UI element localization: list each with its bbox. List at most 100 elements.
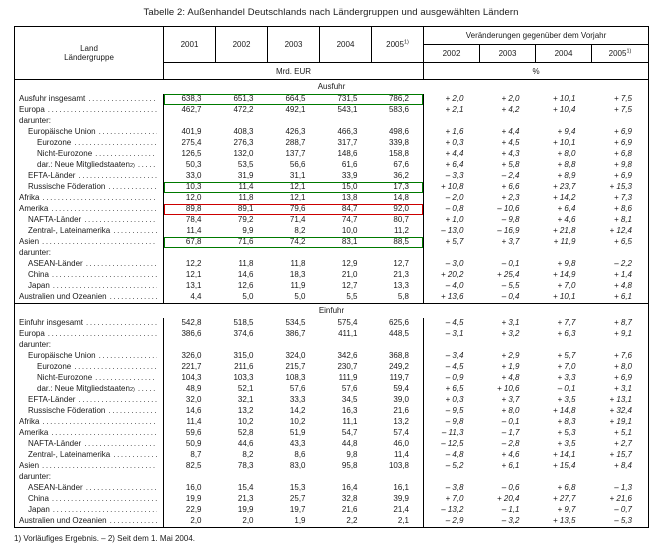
change-cell: + 8,7 — [613, 318, 632, 328]
stub-header: Land Ländergruppe — [14, 26, 164, 80]
value-cell: 12,9 — [341, 259, 358, 269]
dot-leader: ........................................… — [98, 351, 157, 361]
value-cell: 386,7 — [285, 329, 306, 339]
value-cell: 14,6 — [237, 270, 254, 280]
dot-leader: ........................................… — [95, 373, 157, 383]
table-row: Europa..................................… — [14, 105, 649, 116]
dot-leader: ........................................… — [47, 105, 157, 115]
value-cell: 12,7 — [393, 259, 409, 269]
row-label: ASEAN-Länder — [28, 483, 83, 493]
dot-leader: ........................................… — [108, 406, 157, 416]
value-cell: 11,4 — [394, 450, 409, 460]
dot-leader: ........................................… — [86, 318, 157, 328]
value-cell: 33,3 — [289, 395, 306, 405]
table-row: Australien und Ozeanien.................… — [14, 516, 649, 528]
value-cell: 83,0 — [289, 461, 306, 471]
change-cell: + 11,9 — [553, 237, 576, 247]
value-cell: 71,4 — [289, 215, 306, 225]
value-cell: 14,8 — [393, 193, 409, 203]
value-cell — [320, 340, 372, 351]
value-cell: 11,4 — [186, 417, 202, 427]
change-cell: + 4,3 — [501, 149, 520, 159]
change-cell: – 4,5 — [423, 362, 480, 373]
change-cell: + 2,9 — [501, 351, 520, 361]
table-row: Asien...................................… — [14, 237, 649, 248]
value-cell: 158,8 — [388, 149, 409, 159]
change-cell: + 9,7 — [557, 505, 576, 515]
table-row: darunter: — [14, 472, 649, 483]
change-cell: + 23,7 — [553, 182, 576, 192]
change-cell: + 4,5 — [501, 138, 520, 148]
change-cell: + 4,4 — [423, 149, 480, 160]
value-cell — [268, 340, 320, 351]
value-cell: 16,3 — [341, 406, 358, 416]
value-cell: 5,8 — [397, 292, 409, 302]
change-cell: + 6,3 — [557, 329, 576, 339]
value-year-header: 2003 — [267, 26, 320, 63]
value-cell: 11,4 — [216, 182, 268, 193]
value-cell: 625,6 — [388, 318, 409, 328]
change-cell: – 1,3 — [614, 483, 632, 493]
table-row: EFTA-Länder.............................… — [14, 395, 649, 406]
row-label-cell: Zentral-, Lateinamerika.................… — [14, 226, 164, 237]
change-cell: + 32,4 — [609, 406, 632, 416]
value-cell: 731,5 — [320, 94, 372, 105]
section-title: Einfuhr — [14, 303, 649, 318]
value-cell: 462,7 — [181, 105, 202, 115]
value-cell: 466,3 — [337, 127, 358, 137]
value-cell: 56,6 — [289, 160, 306, 170]
change-unit-header: % — [423, 62, 649, 80]
change-cell: + 6,9 — [613, 127, 632, 137]
value-cell: 276,3 — [233, 138, 254, 148]
value-cell: 15,0 — [320, 182, 372, 193]
table-row: Europa..................................… — [14, 329, 649, 340]
value-cell: 33,0 — [185, 171, 202, 181]
change-cell: – 0,8 — [423, 204, 480, 215]
value-cell: 651,3 — [216, 94, 268, 105]
row-label: Europäische Union — [28, 127, 96, 137]
change-cell: + 6,1 — [613, 292, 632, 302]
table-row: EFTA-Länder.............................… — [14, 171, 649, 182]
change-cell: + 7,0 — [557, 362, 576, 372]
row-label-cell: Australien und Ozeanien.................… — [14, 292, 164, 304]
change-cell: + 9,1 — [613, 329, 632, 339]
row-label: dar.: Neue Mitgliedstaaten — [37, 160, 130, 170]
value-cell: 61,6 — [341, 160, 358, 170]
table-row: Afrika..................................… — [14, 417, 649, 428]
stub-line1: Land — [80, 44, 98, 53]
value-cell: 50,3 — [185, 160, 202, 170]
change-cell: + 7,0 — [423, 494, 480, 505]
value-cell — [320, 248, 372, 259]
value-cell: 11,8 — [238, 193, 254, 203]
table-row: Nicht-Eurozone..........................… — [14, 149, 649, 160]
value-cell: 88,5 — [372, 237, 424, 248]
change-cell: + 3,7 — [501, 237, 520, 247]
change-cell: – 1,1 — [501, 505, 520, 515]
value-cell: 8,7 — [190, 450, 202, 460]
change-cell: + 6,5 — [423, 384, 480, 395]
value-cell: 12,1 — [289, 193, 306, 203]
table-row: Russische Föderation....................… — [14, 406, 649, 417]
change-cell: + 2,0 — [501, 94, 520, 104]
change-cell — [536, 248, 592, 259]
value-cell: 36,2 — [393, 171, 409, 181]
change-cell: – 3,8 — [423, 483, 480, 494]
value-cell: 44,8 — [341, 439, 358, 449]
value-cell: 583,6 — [388, 105, 409, 115]
row-label: EFTA-Länder — [28, 171, 76, 181]
footnote: 1) Vorläufiges Ergebnis. – 2) Seit dem 1… — [14, 534, 195, 543]
value-cell: 71,6 — [216, 237, 268, 248]
value-cell: 342,6 — [337, 351, 358, 361]
row-label: EFTA-Länder — [28, 395, 76, 405]
value-cell: 9,9 — [242, 226, 254, 236]
change-cell: + 2,0 — [423, 94, 480, 105]
change-cell: + 6,9 — [613, 171, 632, 181]
change-cell: + 14,8 — [553, 406, 576, 416]
value-cell: 17,3 — [372, 182, 424, 193]
value-cell: 10,2 — [237, 417, 254, 427]
value-cell: 21,6 — [341, 505, 358, 515]
row-label-cell: Eurozone................................… — [14, 138, 164, 149]
value-cell: 10,2 — [289, 417, 306, 427]
change-cell: + 10,6 — [497, 384, 520, 394]
value-cell: 59,6 — [185, 428, 202, 438]
